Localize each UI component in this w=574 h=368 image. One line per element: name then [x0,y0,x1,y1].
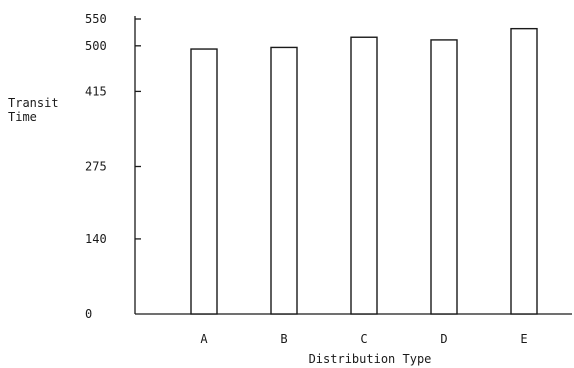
y-tick-label: 415 [85,84,107,98]
x-tick-label: A [200,332,208,346]
x-tick-labels: A B C D E [200,332,527,346]
y-tick-label: 550 [85,12,107,26]
bar-b [270,46,298,315]
x-tick-label: B [280,332,287,346]
bar-c [350,36,378,315]
y-axis-title-line-1: Transit [8,96,59,110]
y-tick-label: 500 [85,39,107,53]
y-tick-labels: 0 140 275 415 500 550 [85,12,141,321]
bar-e [510,27,538,315]
bars [190,27,538,315]
y-tick-label: 275 [85,160,107,174]
y-tick-label: 140 [85,232,107,246]
y-axis-title-line-2: Time [8,110,37,124]
x-tick-label: E [520,332,527,346]
bar-a [190,48,218,315]
bar-d [430,39,458,315]
x-tick-label: D [440,332,447,346]
y-tick-label: 0 [85,307,92,321]
x-axis-title: Distribution Type [309,352,432,366]
x-tick-label: C [360,332,367,346]
